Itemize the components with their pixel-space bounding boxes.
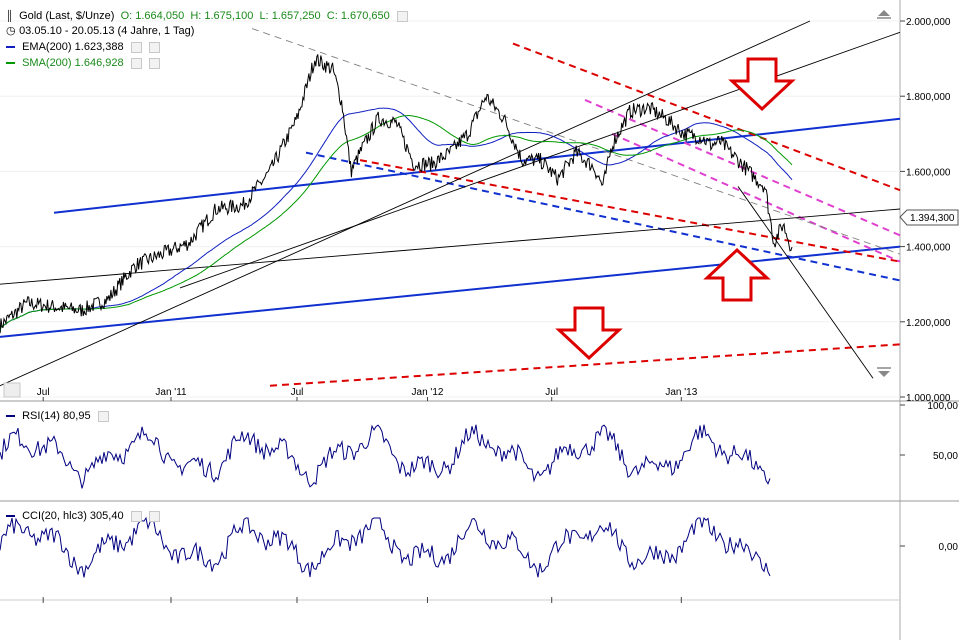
panel-toggle-icon[interactable] — [3, 382, 21, 398]
cci-settings-icon[interactable] — [130, 510, 142, 522]
ema-label: EMA(200) — [22, 41, 72, 53]
rsi-value: 80,95 — [63, 410, 91, 422]
open-label: O: — [120, 10, 133, 22]
ema-value: 1.623,388 — [74, 41, 124, 53]
rsi-swatch — [6, 415, 15, 418]
y-tick-label: 1.200,000 — [906, 318, 951, 329]
x-tick-label: Jan '12 — [412, 387, 444, 398]
rsi-settings-icon[interactable] — [97, 410, 109, 422]
y-tick-label: 2.000,000 — [906, 17, 951, 28]
cci-value: 305,40 — [89, 510, 124, 522]
sma-legend: SMA(200) 1.646,928 — [6, 56, 160, 70]
period-text: 03.05.10 - 20.05.13 (4 Jahre, 1 Tag) — [19, 25, 195, 37]
clock-icon: ◷ — [6, 25, 16, 37]
y-tick-label: 1.800,000 — [906, 92, 951, 103]
open-value: 1.664,050 — [135, 10, 185, 22]
ema-legend: EMA(200) 1.623,388 — [6, 40, 160, 54]
y-tick-label: 1.600,000 — [906, 167, 951, 178]
trendline — [0, 208, 901, 285]
rsi-label: RSI(14) — [22, 410, 60, 422]
cci-legend: CCI(20, hlc3) 305,40 — [6, 509, 160, 523]
period-legend: ◷ 03.05.10 - 20.05.13 (4 Jahre, 1 Tag) — [6, 24, 194, 38]
ema-close-icon[interactable] — [148, 41, 160, 53]
trendline — [512, 42, 901, 192]
trendline — [269, 343, 901, 387]
trendline — [0, 20, 811, 387]
sma-swatch — [6, 62, 15, 65]
x-tick-label: Jan '13 — [665, 387, 697, 398]
cci-label: CCI(20, hlc3) — [22, 510, 87, 522]
trendline — [305, 151, 901, 282]
sma-value: 1.646,928 — [74, 57, 124, 69]
x-tick-label: Jul — [291, 387, 304, 398]
trendline — [53, 117, 901, 214]
ema-settings-icon[interactable] — [130, 41, 142, 53]
sma-line — [0, 115, 793, 334]
rsi-tick-label: 100,00 — [927, 401, 958, 412]
low-label: L: — [259, 10, 269, 22]
bar-chart-icon: ║ — [6, 11, 14, 22]
cci-swatch — [6, 515, 15, 518]
close-value: 1.670,650 — [340, 10, 390, 22]
scroll-down-icon[interactable] — [877, 367, 891, 377]
trendline — [737, 186, 874, 379]
arrow-down-icon — [728, 57, 796, 112]
sma-close-icon[interactable] — [148, 57, 160, 69]
trendline — [611, 132, 901, 263]
low-value: 1.657,250 — [271, 10, 321, 22]
last-price-text: 1.394,300 — [910, 213, 955, 224]
x-tick-label: Jul — [37, 387, 50, 398]
price-legend: ║ Gold (Last, $/Unze) O: 1.664,050 H: 1.… — [6, 9, 408, 24]
scroll-up-icon[interactable] — [877, 10, 891, 19]
trendline — [251, 28, 901, 255]
close-label: C: — [326, 10, 338, 22]
arrow-up-icon — [703, 247, 771, 302]
ema-line — [0, 107, 793, 334]
cci-tick-label: 0,00 — [939, 542, 959, 553]
rsi-legend: RSI(14) 80,95 — [6, 409, 109, 423]
arrow-down-icon — [555, 306, 623, 361]
cci-line — [0, 516, 771, 578]
settings-icon[interactable] — [396, 10, 408, 22]
high-label: H: — [190, 10, 202, 22]
instrument-name: Gold (Last, $/Unze) — [19, 10, 115, 22]
x-tick-label: Jan '11 — [155, 387, 187, 398]
cci-close-icon[interactable] — [148, 510, 160, 522]
high-value: 1.675,100 — [204, 10, 254, 22]
price-line — [0, 54, 793, 334]
sma-label: SMA(200) — [22, 57, 72, 69]
rsi-line — [0, 424, 771, 489]
sma-settings-icon[interactable] — [130, 57, 142, 69]
y-tick-label: 1.000,000 — [906, 393, 951, 404]
trendline — [359, 159, 901, 263]
ema-swatch — [6, 46, 15, 49]
rsi-tick-label: 50,00 — [933, 451, 958, 462]
x-tick-label: Jul — [545, 387, 558, 398]
last-price-badge: 1.394,300 — [899, 209, 959, 226]
y-tick-label: 1.400,000 — [906, 243, 951, 254]
